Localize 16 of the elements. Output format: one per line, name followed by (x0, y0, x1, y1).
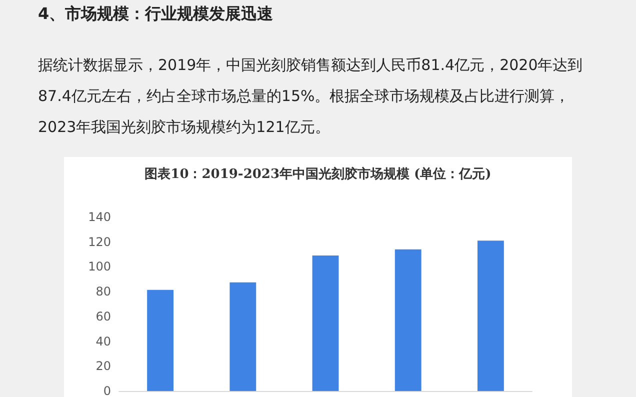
text: 据统计数据显示，2019年，中国光刻胶销售额达到人民币81.4亿元，2020年达到87.4亿元左右，约占全球市场总量的15%。根据全球市场规模及占比进行测算，2023年我国光刻胶市场规模约为121亿元。 (38, 55, 584, 138)
bar (147, 290, 174, 391)
y-tick-label: 60 (96, 309, 111, 324)
bar (230, 282, 256, 391)
bar (312, 256, 339, 391)
y-tick-label: 100 (88, 260, 111, 274)
text: 4、市场规模：行业规模发展迅速 (38, 4, 274, 25)
bar (477, 240, 504, 391)
chart-title: 图表10：2019-2023年中国光刻胶市场规模 (单位：亿元) (144, 166, 492, 182)
y-tick-label: 120 (88, 234, 111, 249)
y-tick-label: 140 (88, 210, 111, 224)
y-tick-label: 40 (96, 334, 111, 348)
y-tick-label: 20 (96, 359, 111, 374)
y-tick-label: 0 (103, 384, 111, 397)
bar (394, 249, 422, 391)
y-tick-label: 80 (96, 284, 111, 299)
